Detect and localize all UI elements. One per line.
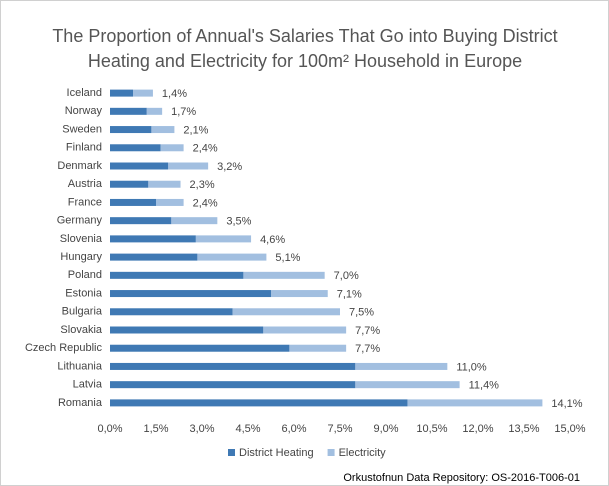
- data-label: 7,7%: [355, 325, 380, 337]
- bar-segment: [110, 217, 172, 225]
- bar-segment: [110, 235, 196, 243]
- y-tick-label: Denmark: [57, 160, 102, 172]
- bar-segment: [110, 399, 408, 407]
- x-tick-label: 13,5%: [508, 423, 539, 435]
- chart-title: The Proportion of Annual's Salaries That…: [52, 26, 557, 46]
- data-label: 4,6%: [260, 234, 285, 246]
- bar-segment: [407, 399, 543, 407]
- x-tick-label: 0,0%: [97, 423, 122, 435]
- data-label: 11,4%: [469, 380, 500, 392]
- data-label: 7,0%: [334, 270, 359, 282]
- bar-segment: [156, 198, 184, 206]
- bar-segment: [110, 162, 169, 170]
- bar-segment: [171, 217, 218, 225]
- bar-segment: [197, 253, 267, 261]
- bar-segment: [271, 290, 328, 298]
- bar-segment: [151, 126, 175, 134]
- y-tick-label: Sweden: [62, 123, 102, 135]
- x-tick-label: 1,5%: [143, 423, 168, 435]
- bar-segment: [110, 126, 152, 134]
- x-tick-label: 12,0%: [462, 423, 493, 435]
- legend-swatch: [228, 449, 235, 456]
- bar-segment: [355, 362, 448, 370]
- bar-segment: [146, 107, 163, 115]
- y-tick-label: Germany: [57, 215, 103, 227]
- y-tick-label: Norway: [65, 105, 103, 117]
- y-tick-label: Iceland: [67, 87, 102, 99]
- bar-segment: [133, 89, 153, 97]
- y-tick-label: Finland: [66, 142, 102, 154]
- data-label: 5,1%: [275, 252, 300, 264]
- bar-segment: [263, 326, 347, 334]
- bar-segment: [110, 326, 264, 334]
- bar-segment: [232, 308, 340, 316]
- data-label: 2,4%: [193, 197, 218, 209]
- bar-segment: [110, 362, 356, 370]
- bar-segment: [110, 381, 356, 389]
- x-tick-label: 7,5%: [327, 423, 352, 435]
- bar-segment: [243, 271, 325, 279]
- bar-segment: [110, 144, 161, 152]
- bar-segment: [110, 290, 271, 298]
- y-tick-label: Romania: [58, 397, 103, 409]
- y-tick-label: Slovenia: [60, 233, 103, 245]
- y-tick-label: Slovakia: [60, 324, 102, 336]
- x-tick-label: 15,0%: [554, 423, 585, 435]
- bar-segment: [110, 198, 156, 206]
- bar-segment: [355, 381, 460, 389]
- source: Orkustofnun Data Repository: OS-2016-T00…: [343, 472, 580, 484]
- chart-title: Heating and Electricity for 100m² Househ…: [88, 51, 522, 71]
- bar-segment: [110, 180, 149, 188]
- data-label: 1,4%: [162, 88, 187, 100]
- data-label: 7,5%: [349, 307, 374, 319]
- y-tick-label: Czech Republic: [25, 342, 103, 354]
- data-label: 3,2%: [217, 161, 242, 173]
- y-tick-label: Lithuania: [57, 360, 103, 372]
- data-label: 3,5%: [226, 216, 251, 228]
- bar-segment: [289, 344, 347, 352]
- bar-segment: [110, 344, 290, 352]
- data-label: 7,7%: [355, 343, 380, 355]
- data-label: 14,1%: [551, 398, 582, 410]
- y-tick-label: Poland: [68, 269, 102, 281]
- x-tick-label: 10,5%: [416, 423, 447, 435]
- data-label: 11,0%: [456, 361, 487, 373]
- bar-segment: [195, 235, 252, 243]
- bar-segment: [148, 180, 181, 188]
- y-tick-label: Bulgaria: [62, 306, 103, 318]
- x-tick-label: 9,0%: [373, 423, 398, 435]
- x-tick-label: 6,0%: [281, 423, 306, 435]
- y-tick-label: France: [68, 196, 102, 208]
- y-tick-label: Latvia: [73, 379, 103, 391]
- bar-segment: [110, 253, 198, 261]
- legend-swatch: [327, 449, 335, 456]
- bar-segment: [168, 162, 209, 170]
- legend-label: District Heating: [239, 447, 314, 459]
- data-label: 1,7%: [171, 106, 196, 118]
- data-label: 2,4%: [193, 143, 218, 155]
- data-label: 2,3%: [190, 179, 215, 191]
- bar-segment: [110, 271, 244, 279]
- y-tick-label: Hungary: [60, 251, 102, 263]
- legend-label: Electricity: [339, 447, 387, 459]
- y-tick-label: Estonia: [65, 287, 103, 299]
- bar-segment: [160, 144, 184, 152]
- x-tick-label: 3,0%: [189, 423, 214, 435]
- data-label: 7,1%: [337, 288, 362, 300]
- data-label: 2,1%: [183, 124, 208, 136]
- bar-segment: [110, 107, 147, 115]
- y-tick-label: Austria: [68, 178, 103, 190]
- bar-segment: [110, 308, 233, 316]
- x-tick-label: 4,5%: [235, 423, 260, 435]
- bar-segment: [110, 89, 133, 97]
